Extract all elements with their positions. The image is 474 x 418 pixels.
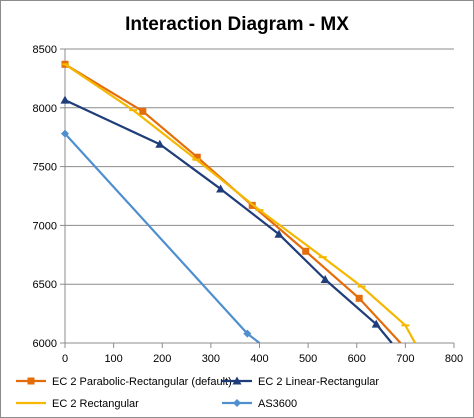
data-point: [320, 274, 330, 283]
x-tick-label: 400: [250, 353, 268, 365]
y-tick-label: 6000: [33, 338, 57, 350]
data-point: [302, 247, 310, 255]
y-tick-label: 7500: [33, 162, 57, 174]
series-line: [64, 63, 417, 343]
x-tick-label: 800: [445, 353, 463, 365]
legend-item: EC 2 Rectangular: [16, 398, 139, 410]
x-tick-label: 700: [396, 353, 414, 365]
x-tick-label: 100: [104, 353, 122, 365]
series-ec-2-rectangular: [61, 63, 417, 343]
x-tick-label: 200: [153, 353, 171, 365]
axis-layer: 6000 6500 7000 7500 8000 8500 0 100 200 300 400 500…: [33, 44, 464, 365]
legend-label: EC 2 Parabolic-Rectangular (default): [52, 376, 232, 388]
series-line: [64, 99, 393, 343]
data-point: [274, 229, 284, 238]
data-point: [155, 139, 165, 148]
x-tick-label: 500: [299, 353, 317, 365]
data-point: [60, 95, 70, 104]
y-tick-label: 7000: [33, 220, 57, 232]
legend-item: AS3600: [222, 398, 297, 410]
legend-label: AS3600: [258, 398, 297, 410]
series-layer: [60, 60, 417, 343]
y-tick-label: 8000: [33, 103, 57, 115]
grid-layer: [65, 48, 454, 285]
legend-label: EC 2 Rectangular: [52, 398, 139, 410]
data-point: [61, 129, 69, 138]
data-point: [27, 377, 35, 385]
x-tick-label: 0: [62, 353, 68, 365]
x-tick-label: 300: [202, 353, 220, 365]
y-tick-label: 8500: [33, 44, 57, 56]
data-point: [243, 329, 252, 338]
data-point: [193, 153, 201, 161]
legend-item: EC 2 Parabolic-Rectangular (default): [16, 376, 232, 388]
data-point: [233, 399, 241, 407]
legend-item: EC 2 Linear-Rectangular: [222, 376, 379, 388]
data-point: [371, 319, 381, 328]
data-point: [355, 294, 363, 302]
series-ec-2-linear-rectangular: [60, 95, 393, 343]
chart-title: Interaction Diagram - MX: [125, 14, 349, 35]
data-point: [232, 376, 242, 385]
legend: EC 2 Parabolic-Rectangular (default) EC 2…: [16, 376, 379, 410]
series-as3600: [61, 129, 261, 343]
legend-label: EC 2 Linear-Rectangular: [258, 376, 379, 388]
data-point: [216, 184, 226, 193]
data-point: [139, 107, 147, 115]
series-line: [64, 132, 261, 343]
y-tick-label: 6500: [33, 279, 57, 291]
x-tick-label: 600: [348, 353, 366, 365]
